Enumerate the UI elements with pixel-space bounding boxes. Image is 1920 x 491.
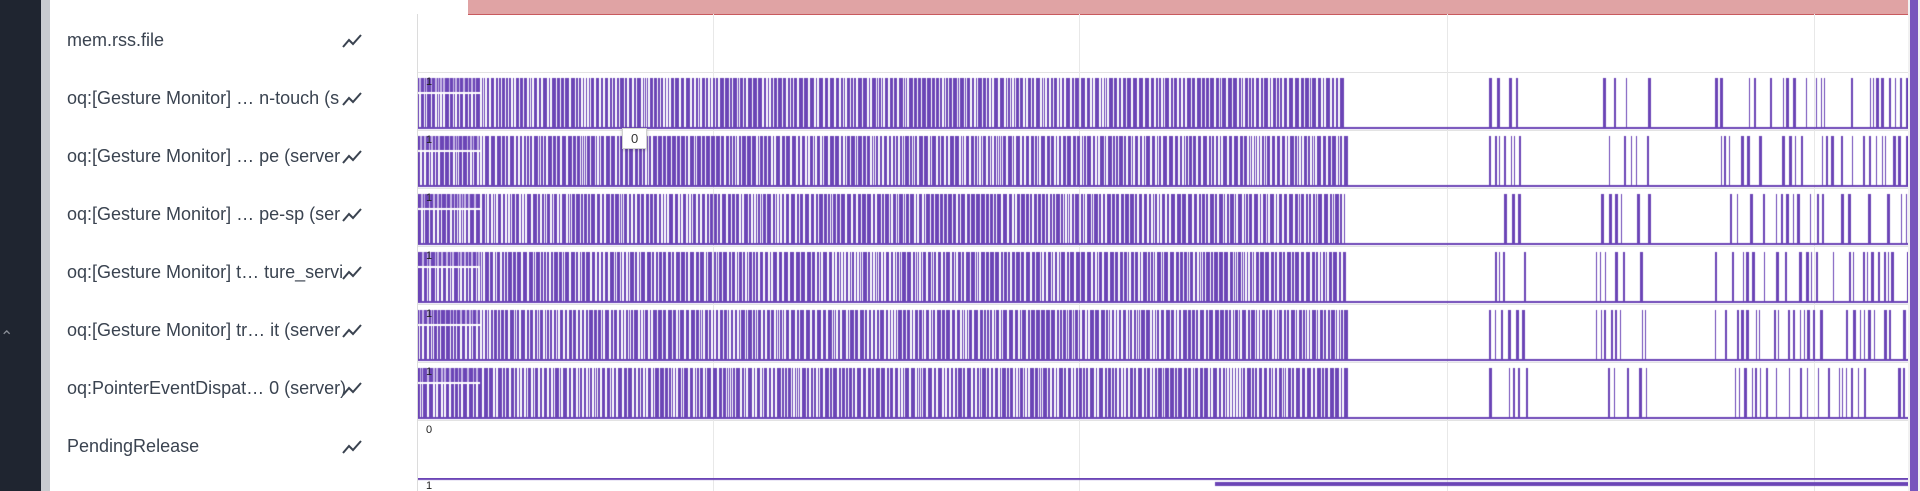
track-value-label: 1 bbox=[426, 250, 433, 262]
grid-line bbox=[713, 420, 714, 478]
line-chart-icon[interactable] bbox=[341, 32, 363, 50]
track-body[interactable]: 1 bbox=[418, 246, 1908, 304]
grid-line bbox=[1814, 14, 1815, 72]
track-value-label: 1 bbox=[426, 192, 433, 204]
track-value-label: 1 bbox=[426, 480, 433, 491]
line-chart-icon[interactable] bbox=[341, 206, 363, 224]
track-row[interactable]: oq:PointerEventDispat… 0 (server) 1 bbox=[50, 362, 1920, 421]
track-title: oq:[Gesture Monitor] t… ture_servi bbox=[67, 262, 344, 282]
line-chart-icon[interactable] bbox=[341, 380, 363, 398]
track-value-label: 0 bbox=[426, 424, 433, 436]
track-value-label: 1 bbox=[426, 366, 433, 378]
track-shell: oq:PointerEventDispat… 0 (server) bbox=[50, 362, 418, 420]
hover-tooltip: 0 bbox=[622, 128, 648, 149]
track-body[interactable] bbox=[418, 14, 1908, 72]
counter-trace[interactable] bbox=[418, 304, 1908, 362]
track-body[interactable]: 1 bbox=[418, 304, 1908, 362]
track-row[interactable]: oq:[Gesture Monitor] tr… it (server 1 bbox=[50, 304, 1920, 363]
counter-trace[interactable] bbox=[418, 246, 1908, 304]
track-title: oq:[Gesture Monitor] … pe (server bbox=[67, 146, 341, 166]
track-row[interactable]: oq:[Gesture Monitor] … n-touch (s 1 bbox=[50, 72, 1920, 131]
track-shell: oq:[Gesture Monitor] tr… it (server bbox=[50, 304, 418, 362]
top-slice-bar[interactable] bbox=[468, 0, 1920, 15]
counter-trace[interactable] bbox=[418, 188, 1908, 246]
track-shell: PendingRelease bbox=[50, 420, 418, 478]
track-shell: oq:[Gesture Monitor] … pe-sp (ser bbox=[50, 188, 418, 246]
track-title: oq:[Gesture Monitor] … pe-sp (ser bbox=[67, 204, 341, 224]
track-body[interactable]: 1 bbox=[418, 188, 1908, 246]
line-chart-icon[interactable] bbox=[341, 264, 363, 282]
counter-trace[interactable] bbox=[418, 362, 1908, 420]
track-row[interactable]: oq:[Gesture Monitor] … pe-sp (ser 1 bbox=[50, 188, 1920, 247]
track-title: oq:[Gesture Monitor] … n-touch (s bbox=[67, 88, 340, 108]
track-row[interactable]: PendingRelease 0 bbox=[50, 420, 1920, 479]
track-shell: oq:[Gesture Monitor] … n-touch (s bbox=[50, 72, 418, 130]
right-scrollbar-thumb[interactable] bbox=[1910, 0, 1918, 491]
line-chart-icon[interactable] bbox=[341, 148, 363, 166]
grid-line bbox=[1447, 14, 1448, 72]
counter-trace[interactable] bbox=[418, 130, 1908, 188]
track-title: mem.rss.file bbox=[67, 30, 165, 50]
track-title: oq:[Gesture Monitor] tr… it (server bbox=[67, 320, 341, 340]
line-chart-icon[interactable] bbox=[341, 90, 363, 108]
track-body[interactable]: 1 bbox=[418, 72, 1908, 130]
counter-trace[interactable] bbox=[418, 72, 1908, 130]
track-row[interactable]: oq:[Gesture Monitor] t… ture_servi 1 bbox=[50, 246, 1920, 305]
track-title: PendingRelease bbox=[67, 436, 200, 456]
track-shell: oq:[Gesture Monitor] … pe (server bbox=[50, 130, 418, 188]
counter-trace[interactable] bbox=[418, 478, 1908, 491]
chevron-up-icon[interactable]: ⌃ bbox=[0, 329, 14, 346]
grid-line bbox=[713, 14, 714, 72]
track-body[interactable]: 1 bbox=[418, 478, 1908, 491]
track-value-label: 1 bbox=[426, 308, 433, 320]
track-row[interactable]: oq:[Gesture Monitor] … pe (server 1 0 bbox=[50, 128, 1920, 189]
track-value-label: 1 bbox=[426, 134, 433, 146]
track-shell: mem.rss.file bbox=[50, 14, 418, 72]
grid-line bbox=[1447, 420, 1448, 478]
track-shell: oq:[Gesture Monitor] t… ture_servi bbox=[50, 246, 418, 304]
track-row[interactable]: mem.rss.file bbox=[50, 14, 1920, 73]
grid-line bbox=[1814, 420, 1815, 478]
line-chart-icon[interactable] bbox=[341, 322, 363, 340]
line-chart-icon[interactable] bbox=[341, 438, 363, 456]
track-title: oq:PointerEventDispat… 0 (server) bbox=[67, 378, 347, 398]
left-scrollbar[interactable] bbox=[41, 0, 50, 491]
track-body[interactable]: 0 bbox=[418, 420, 1908, 478]
track-value-label: 1 bbox=[426, 76, 433, 88]
timeline-panel: mem.rss.file oq:[Gesture Monitor] … n-tou… bbox=[50, 0, 1920, 491]
track-body[interactable]: 1 bbox=[418, 362, 1908, 420]
track-shell: PendingReleaseWithUsagePending… bbox=[50, 478, 418, 491]
grid-line bbox=[1079, 420, 1080, 478]
left-rail: ⌃ bbox=[0, 0, 50, 491]
right-scrollbar[interactable] bbox=[1908, 0, 1920, 491]
track-row[interactable]: PendingReleaseWithUsagePending… 1 bbox=[50, 478, 1920, 491]
grid-line bbox=[1079, 14, 1080, 72]
